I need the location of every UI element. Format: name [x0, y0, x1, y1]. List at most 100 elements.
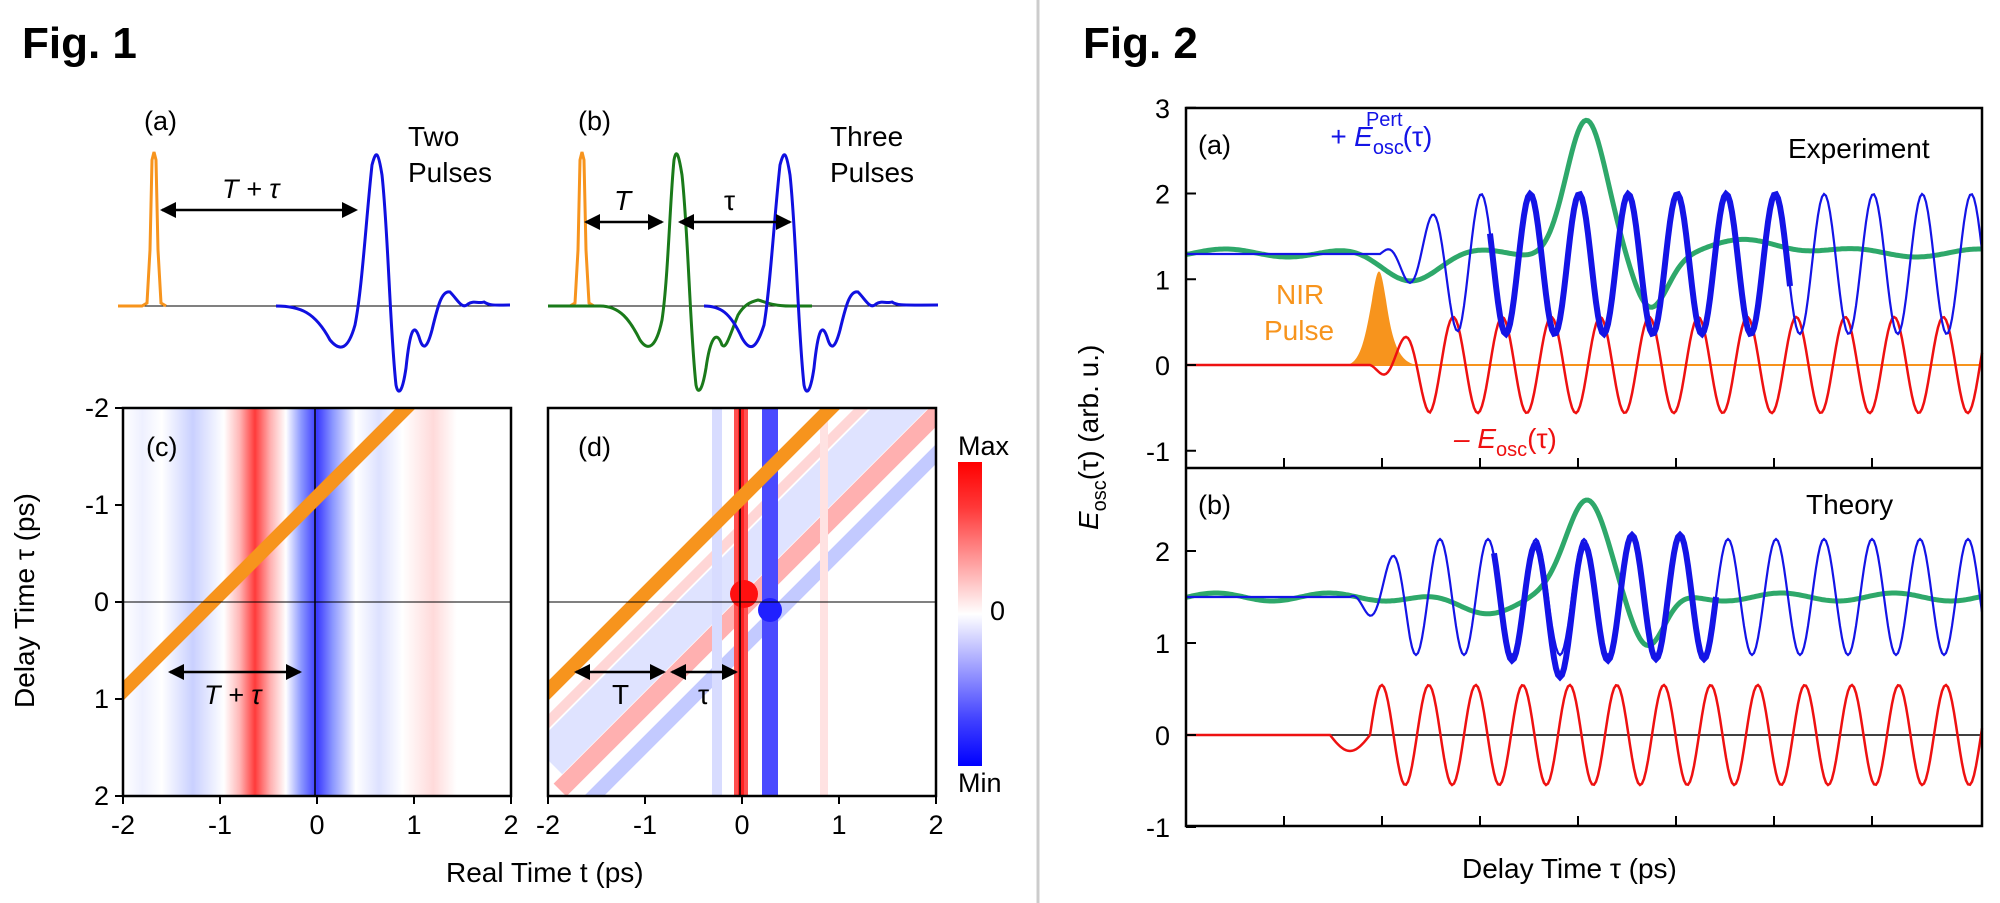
panel-b-thz-waveform [703, 153, 939, 393]
panel-d-band-red-2 [548, 408, 870, 730]
y-tick-label: 1 [94, 684, 109, 714]
x-tick-label: 2 [928, 810, 943, 840]
panel-d-arrowhead-tau-left [670, 664, 686, 680]
fig2a-blue-label-main: + E [1330, 121, 1373, 152]
fig2a-nir-label-2: Pulse [1264, 315, 1334, 346]
panel-d-red-spot [730, 580, 758, 608]
colorbar-zero: 0 [990, 596, 1005, 626]
fig2a-red-label-main: – E [1453, 423, 1496, 454]
panel-a-tag: (a) [144, 106, 177, 136]
fig2a-red-label-arg: (τ) [1527, 423, 1557, 454]
y-tick-label: 2 [94, 781, 109, 811]
panel-b-label-1: Three [830, 121, 903, 152]
panel-a-thz-waveform [275, 153, 511, 393]
y-tick-label: 3 [1155, 94, 1170, 124]
fig2a-tag: (a) [1198, 130, 1231, 160]
fig2b-theory-label: Theory [1806, 489, 1893, 520]
panel-d-blue-spot [758, 598, 782, 622]
fig2a-nir-pulse [1345, 271, 1420, 365]
y-tick-label: 1 [1155, 629, 1170, 659]
panel-d-band-blue-2 [585, 444, 936, 796]
fig2b-tag: (b) [1198, 490, 1231, 520]
fig2a-nir-label-1: NIR [1276, 279, 1324, 310]
panel-a-arrowhead-right [342, 202, 358, 218]
panel-a-label-2: Pulses [408, 157, 492, 188]
x-tick-label: -2 [536, 810, 560, 840]
y-tick-label: 2 [1155, 537, 1170, 567]
panel-b-tag: (b) [578, 106, 611, 136]
fig2a-blue-thick-curve [1487, 189, 1793, 339]
panel-a-arrowhead-left [160, 202, 176, 218]
panel-b-arrowhead-tau-left [678, 214, 694, 230]
y-tick-label: 0 [1155, 351, 1170, 381]
colorbar: Max 0 Min [958, 431, 1010, 798]
y-tick-label: -1 [1146, 813, 1170, 843]
fig2a-blue-label: + Eosc Pert(τ) [1330, 109, 1432, 159]
panel-c-arrowhead-right [286, 664, 302, 680]
panel-d-ticks: -2 -1 0 1 2 [536, 796, 944, 840]
fig2a-red-label: – Eosc(τ) [1453, 423, 1557, 461]
x-tick-label: 0 [734, 810, 749, 840]
fig2a-blue-label-sub: osc [1373, 137, 1404, 159]
x-tick-label: 1 [831, 810, 846, 840]
panel-d-nir-diagonal [548, 408, 841, 701]
fig2-ylabel-e: E [1073, 511, 1104, 530]
panel-b-arrowhead-tau-right [776, 214, 792, 230]
x-tick-label: -2 [111, 810, 135, 840]
panel-b-T-label: T [614, 185, 633, 216]
colorbar-min: Min [958, 768, 1002, 798]
panel-b-arrowhead-T-left [584, 214, 600, 230]
fig1-title: Fig. 1 [22, 19, 137, 68]
fig2-ylabel: Eosc(τ) (arb. u.) [1073, 345, 1111, 530]
fig2-title: Fig. 2 [1083, 19, 1198, 68]
panel-d: (d) T τ -2 -1 0 1 2 [536, 406, 944, 840]
y-tick-label: -1 [1146, 437, 1170, 467]
fig1-ylabel: Delay Time τ (ps) [9, 493, 40, 708]
panel-c-tag: (c) [146, 432, 177, 462]
fig2b-green-curve [1185, 497, 1983, 649]
panel-d-tau-label: τ [698, 679, 709, 710]
y-tick-label: 0 [1155, 721, 1170, 751]
y-tick-label: -1 [85, 490, 109, 520]
fig2b-red-curve [1186, 683, 1984, 787]
panel-b: (b) Three Pulses T τ [548, 106, 939, 393]
fig2a-experiment-label: Experiment [1788, 133, 1930, 164]
y-tick-label: 1 [1155, 265, 1170, 295]
panel-c-delay-label: T + τ [204, 680, 263, 710]
panel-b-label-2: Pulses [830, 157, 914, 188]
panel-b-probe-waveform [548, 152, 812, 392]
fig2b-blue-thin-curve [1186, 537, 1984, 657]
panel-c-arrowhead-left [168, 664, 184, 680]
panel-d-T-label: T [612, 679, 629, 710]
panel-d-tag: (d) [578, 432, 611, 462]
colorbar-max: Max [958, 431, 1010, 461]
x-tick-label: -1 [633, 810, 657, 840]
panel-b-tau-label: τ [724, 185, 735, 216]
panel-a-nir-pulse [118, 151, 167, 308]
fig1-xlabel-text: Real Time t (ps) [446, 857, 644, 888]
fig2a-blue-label-sup: Pert [1366, 109, 1403, 131]
y-tick-label: -2 [85, 393, 109, 423]
fig2b-blue-thick-curve [1491, 530, 1719, 682]
x-tick-label: 0 [309, 810, 324, 840]
fig1-xlabel: Real Time t (ps) [446, 857, 644, 888]
panel-b-nir-pulse [548, 151, 595, 308]
fig2a-red-curve [1186, 315, 1984, 415]
y-tick-label: 2 [1155, 180, 1170, 210]
panel-d-arrowhead-tau-right [722, 664, 738, 680]
colorbar-gradient [958, 462, 982, 766]
x-tick-label: 2 [503, 810, 518, 840]
x-tick-label: 1 [406, 810, 421, 840]
panel-a: (a) Two Pulses T + τ [118, 106, 511, 393]
panel-a-delay-label: T + τ [222, 174, 281, 204]
panel-d-arrowhead-T-left [574, 664, 590, 680]
panel-d-arrowhead-T-right [650, 664, 666, 680]
fig2a-blue-label-arg: (τ) [1403, 121, 1433, 152]
y-tick-label: 0 [94, 587, 109, 617]
panel-b-arrowhead-T-right [648, 214, 664, 230]
panel-c-nir-diagonal [123, 408, 416, 701]
